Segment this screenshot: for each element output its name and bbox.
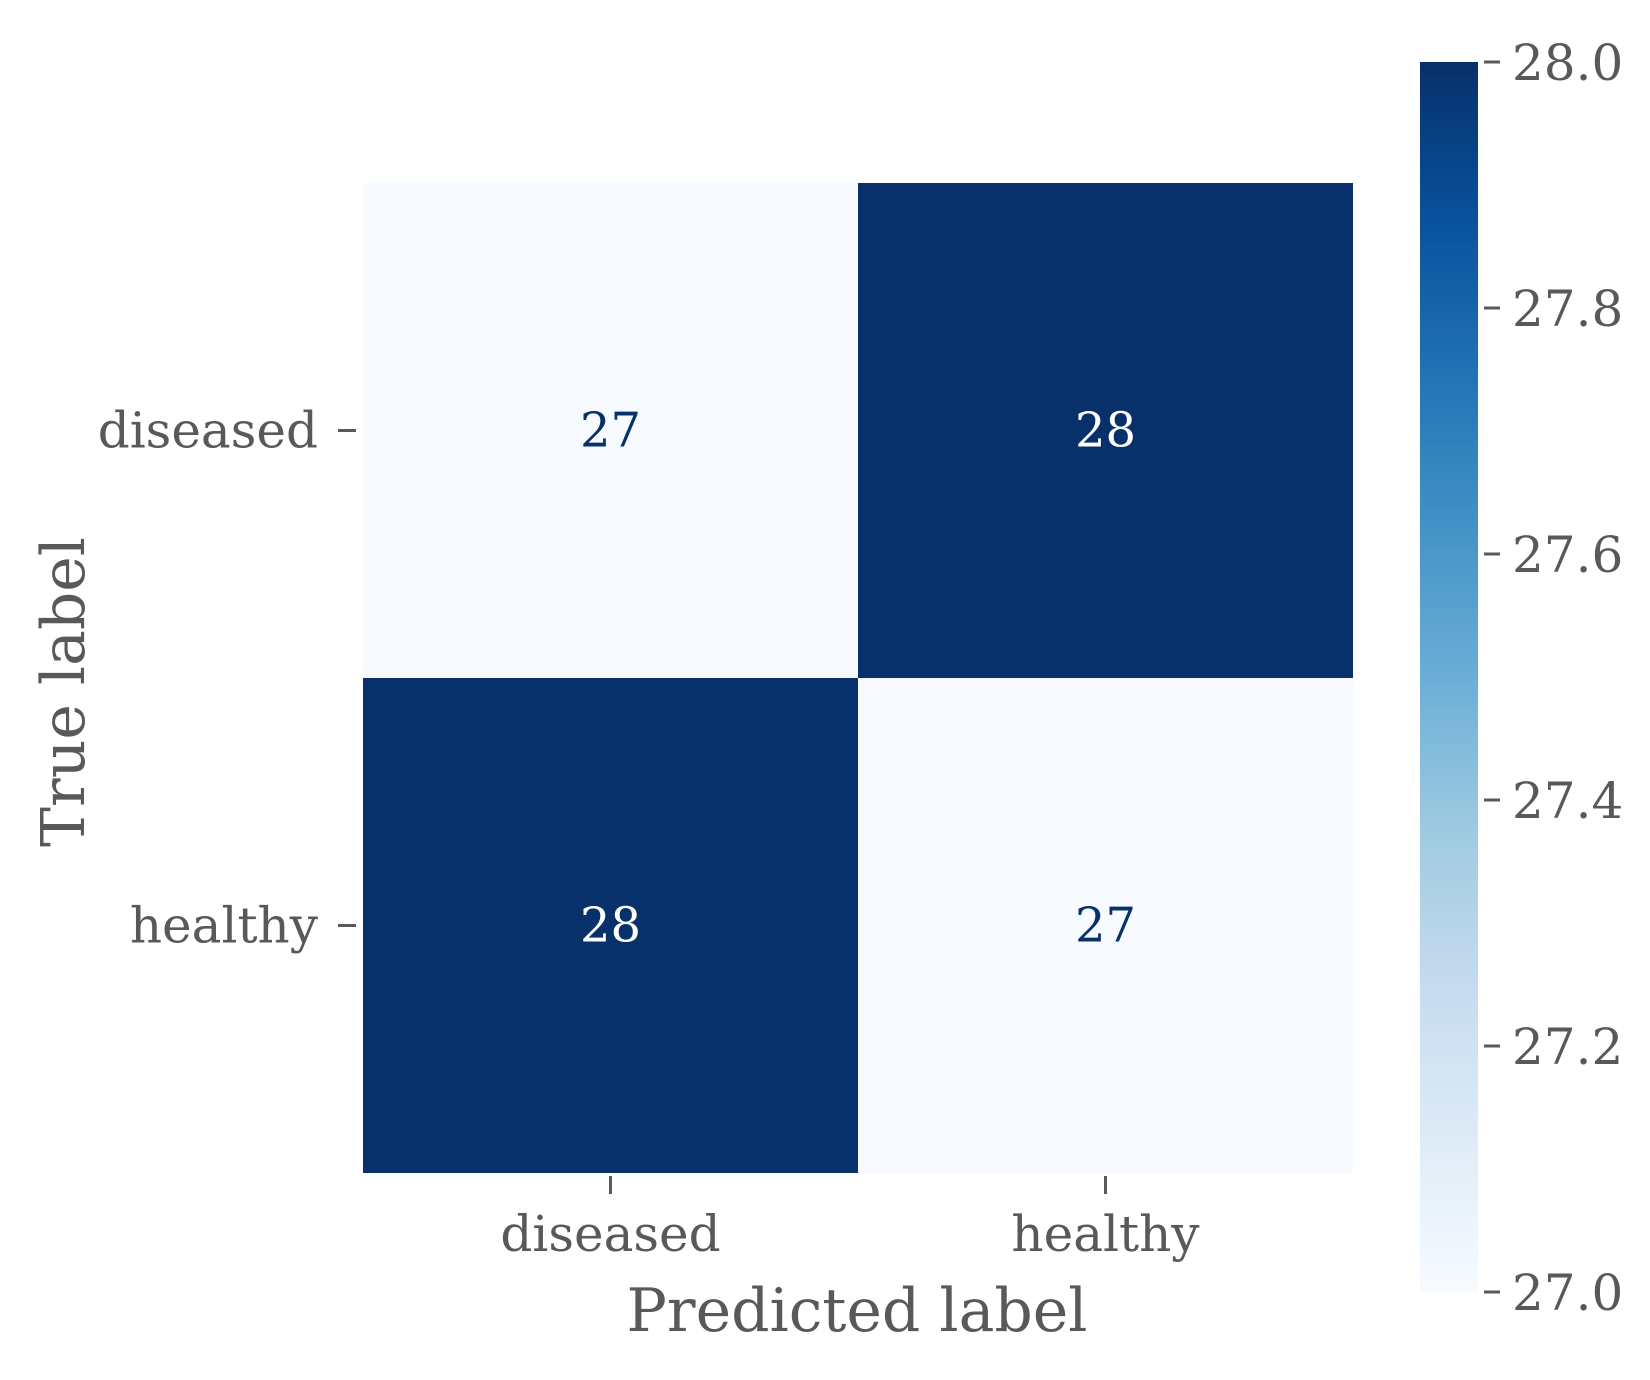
heatmap-cell-diseased-healthy	[858, 183, 1353, 678]
heatmap-cell-labels: 27 28 28 27	[580, 403, 1136, 954]
y-axis-ticks: diseased healthy	[98, 402, 356, 955]
cell-value-label: 27	[580, 403, 641, 459]
heatmap-cells	[363, 183, 1353, 1173]
x-tick-label: healthy	[1011, 1205, 1200, 1263]
y-tick-label: diseased	[98, 402, 318, 460]
colorbar-tick-label: 27.2	[1512, 1018, 1623, 1076]
heatmap-cell-healthy-healthy	[858, 678, 1353, 1173]
cell-value-label: 28	[1075, 403, 1136, 459]
heatmap-cell-diseased-diseased	[363, 183, 858, 678]
y-tick-label: healthy	[130, 897, 319, 955]
colorbar-tick-label: 27.4	[1512, 772, 1623, 830]
x-axis-title: Predicted label	[627, 1276, 1088, 1346]
colorbar	[1420, 62, 1478, 1292]
colorbar-tick-label: 27.8	[1512, 280, 1623, 338]
cell-value-label: 27	[1075, 898, 1136, 954]
colorbar-tick-label: 27.0	[1512, 1264, 1623, 1322]
colorbar-tick-label: 27.6	[1512, 526, 1623, 584]
colorbar-ticks: 27.0 27.2 27.4 27.6 27.8 28.0	[1484, 34, 1623, 1322]
x-tick-label: diseased	[500, 1205, 720, 1263]
heatmap-cell-healthy-diseased	[363, 678, 858, 1173]
colorbar-tick-label: 28.0	[1512, 34, 1623, 92]
cell-value-label: 28	[580, 898, 641, 954]
y-axis-title: True label	[29, 537, 99, 847]
x-axis-ticks: diseased healthy	[500, 1176, 1200, 1263]
